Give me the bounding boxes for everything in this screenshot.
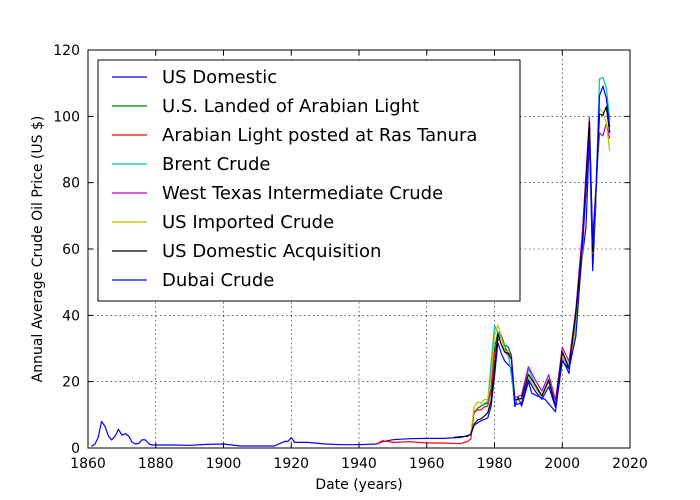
x-tick-label: 1860	[70, 456, 106, 472]
legend-entry-label: Dubai Crude	[162, 270, 274, 291]
legend-entry-label: Arabian Light posted at Ras Tanura	[162, 125, 477, 146]
y-axis-label: Annual Average Crude Oil Price (US $)	[30, 116, 46, 383]
legend-entry-label: Brent Crude	[162, 154, 271, 175]
legend: US Domestic U.S. Landed of Arabian Light A…	[97, 59, 521, 302]
series-line-west-texas-intermediate-crude	[504, 116, 611, 401]
series-line-dubai-crude	[510, 85, 611, 409]
y-tick-label: 120	[53, 43, 80, 59]
series-line-us-imported-crude	[470, 107, 611, 435]
y-tick-label: 20	[62, 375, 80, 391]
y-tick-label: 60	[62, 242, 80, 258]
x-tick-label: 2020	[612, 456, 648, 472]
legend-box	[97, 59, 521, 302]
series-line-arabian-light-posted-at-ras-tanura	[375, 334, 512, 445]
y-tick-label: 100	[53, 109, 80, 125]
x-tick-label: 1920	[273, 456, 309, 472]
y-tick-label: 80	[62, 176, 80, 192]
x-tick-label: 1960	[409, 456, 445, 472]
y-tick-label: 0	[71, 441, 80, 457]
legend-entry-label: US Imported Crude	[162, 212, 334, 233]
series-line-us-domestic	[91, 135, 597, 447]
y-tick-label: 40	[62, 308, 80, 324]
x-tick-label: 2000	[544, 456, 580, 472]
x-tick-label: 1940	[341, 456, 377, 472]
series-lines	[91, 76, 611, 447]
legend-entry-label: U.S. Landed of Arabian Light	[162, 96, 419, 117]
x-tick-label: 1980	[477, 456, 513, 472]
legend-entry-label: US Domestic	[162, 67, 277, 88]
legend-entry-label: US Domestic Acquisition	[162, 241, 381, 262]
x-tick-label: 1900	[206, 456, 242, 472]
x-tick-label: 1880	[138, 456, 174, 472]
legend-entry-label: West Texas Intermediate Crude	[162, 183, 443, 204]
axis-ticks: 1860 1880 1900 1920 1940 1960 1980 2000 2020 0 20 4…	[53, 43, 648, 472]
x-axis-label: Date (years)	[315, 477, 402, 493]
